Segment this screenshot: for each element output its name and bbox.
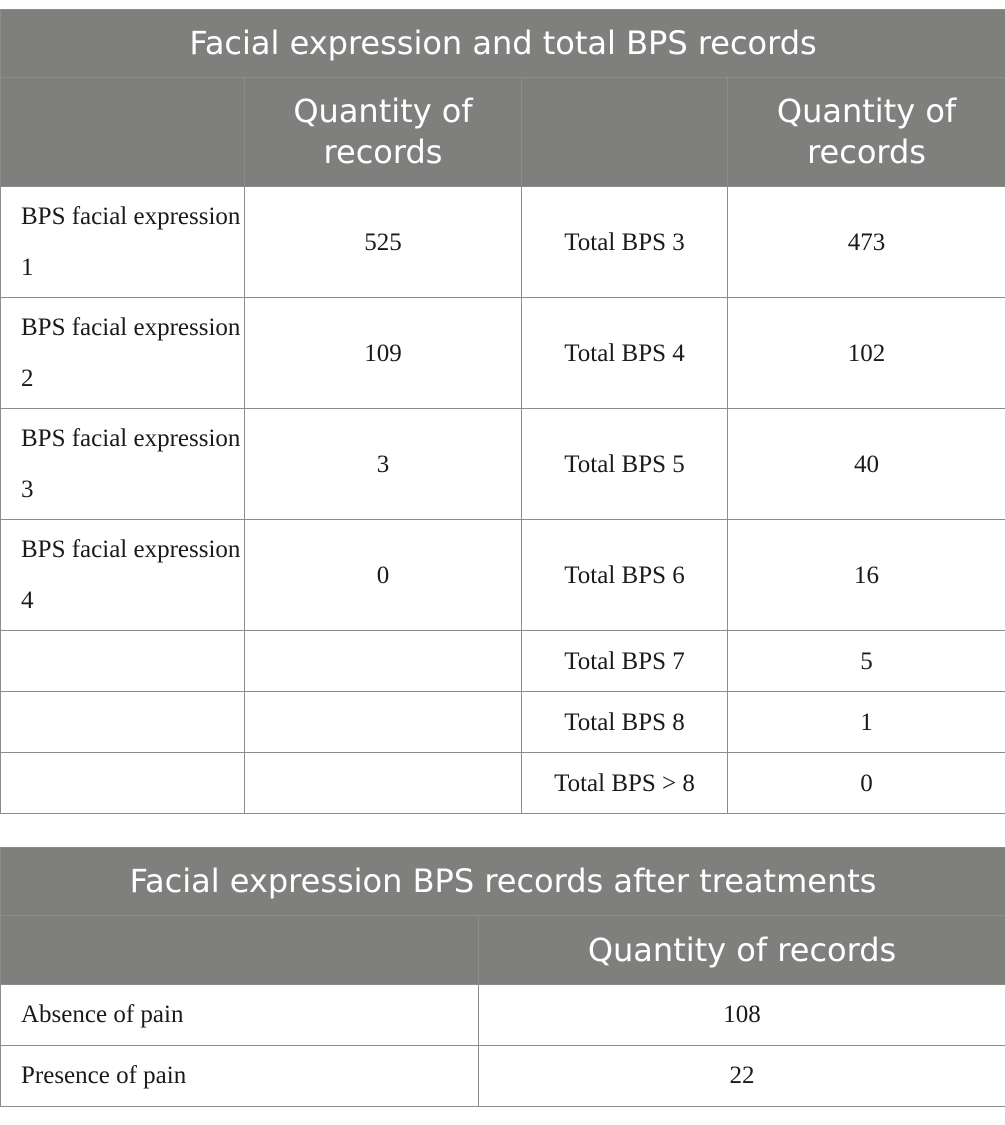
row-quantity xyxy=(244,691,522,753)
column-header-quantity: Quantity of records xyxy=(726,77,1005,187)
table-row: Total BPS 7 5 xyxy=(0,630,1005,692)
column-header-row: Quantity of records Quantity of records xyxy=(0,77,1005,187)
row-quantity: 0 xyxy=(244,519,522,631)
bps-records-table: Facial expression and total BPS records … xyxy=(0,9,1005,814)
table-title: Facial expression BPS records after trea… xyxy=(0,847,1005,916)
table-row: Total BPS 8 1 xyxy=(0,691,1005,753)
row-quantity xyxy=(244,630,522,692)
column-header-empty xyxy=(0,77,245,187)
column-header-empty xyxy=(521,77,728,187)
table-title-row: Facial expression and total BPS records xyxy=(0,9,1005,78)
row-quantity: 109 xyxy=(244,297,522,409)
table-row: Absence of pain 108 xyxy=(0,984,1005,1046)
row-label xyxy=(0,691,245,753)
table-row: BPS facial expression 3 3 Total BPS 5 40 xyxy=(0,408,1005,520)
row-quantity: 525 xyxy=(244,186,522,298)
row-quantity xyxy=(244,752,522,814)
row-total-quantity: 0 xyxy=(726,752,1005,814)
row-total-label: Total BPS > 8 xyxy=(521,752,728,814)
table-title-row: Facial expression BPS records after trea… xyxy=(0,847,1005,916)
table-row: BPS facial expression 4 0 Total BPS 6 16 xyxy=(0,519,1005,631)
row-label: BPS facial expression 4 xyxy=(0,519,245,631)
table-row: BPS facial expression 2 109 Total BPS 4 … xyxy=(0,297,1005,409)
row-total-quantity: 40 xyxy=(726,408,1005,520)
row-label: Absence of pain xyxy=(0,984,479,1046)
row-label xyxy=(0,752,245,814)
row-total-label: Total BPS 5 xyxy=(521,408,728,520)
row-total-label: Total BPS 8 xyxy=(521,691,728,753)
row-quantity: 108 xyxy=(477,984,1005,1046)
column-header-empty xyxy=(0,915,479,985)
table-title: Facial expression and total BPS records xyxy=(0,9,1005,78)
column-header-row: Quantity of records xyxy=(0,915,1005,985)
row-label: BPS facial expression 1 xyxy=(0,186,245,298)
after-treatment-table: Facial expression BPS records after trea… xyxy=(0,847,1005,1107)
table-row: BPS facial expression 1 525 Total BPS 3 … xyxy=(0,186,1005,298)
row-total-quantity: 473 xyxy=(726,186,1005,298)
row-total-label: Total BPS 4 xyxy=(521,297,728,409)
row-total-quantity: 5 xyxy=(726,630,1005,692)
row-quantity: 3 xyxy=(244,408,522,520)
row-label xyxy=(0,630,245,692)
row-label: Presence of pain xyxy=(0,1045,479,1107)
row-total-quantity: 102 xyxy=(726,297,1005,409)
column-header-quantity: Quantity of records xyxy=(244,77,522,187)
row-total-label: Total BPS 3 xyxy=(521,186,728,298)
row-label: BPS facial expression 2 xyxy=(0,297,245,409)
row-total-label: Total BPS 6 xyxy=(521,519,728,631)
row-total-label: Total BPS 7 xyxy=(521,630,728,692)
table-row: Presence of pain 22 xyxy=(0,1045,1005,1107)
table-row: Total BPS > 8 0 xyxy=(0,752,1005,814)
row-label: BPS facial expression 3 xyxy=(0,408,245,520)
row-quantity: 22 xyxy=(477,1045,1005,1107)
row-total-quantity: 1 xyxy=(726,691,1005,753)
column-header-quantity: Quantity of records xyxy=(477,915,1005,985)
row-total-quantity: 16 xyxy=(726,519,1005,631)
